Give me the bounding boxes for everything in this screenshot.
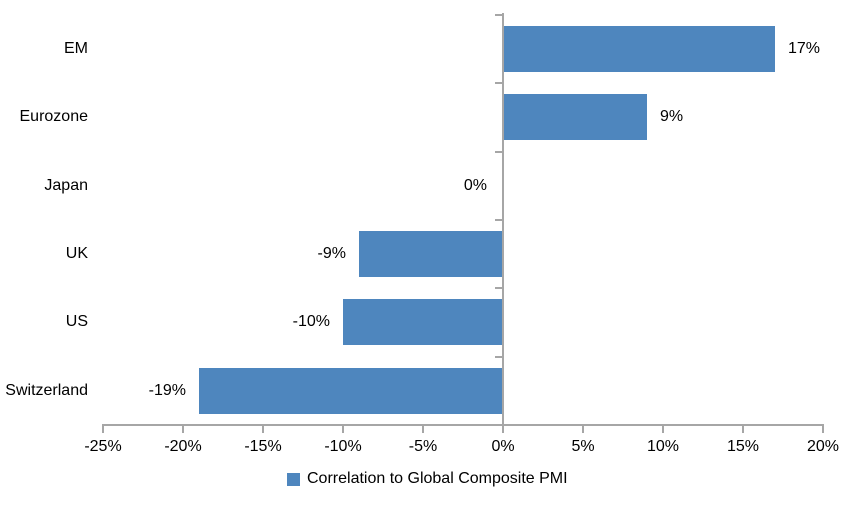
value-axis-tick — [102, 424, 104, 433]
value-axis-tick-label: -5% — [408, 438, 438, 455]
data-label: -19% — [148, 381, 186, 399]
bar — [199, 367, 503, 414]
data-label: 17% — [788, 40, 821, 58]
data-label: -10% — [292, 313, 330, 331]
value-axis-tick — [742, 424, 744, 433]
category-label: Switzerland — [5, 381, 88, 399]
value-axis-tick-label: 5% — [571, 438, 595, 455]
category-label: UK — [65, 245, 88, 263]
category-label: Eurozone — [19, 108, 89, 126]
bar — [343, 299, 503, 346]
category-axis-line — [502, 13, 504, 425]
bar — [359, 231, 503, 278]
bar — [503, 94, 647, 141]
category-label: US — [65, 313, 88, 331]
legend-label: Correlation to Global Composite PMI — [307, 470, 568, 487]
legend-marker — [287, 472, 300, 486]
data-label: 0% — [463, 176, 487, 194]
value-axis-tick-label: -10% — [324, 438, 362, 455]
value-axis-line — [103, 424, 823, 426]
value-axis-tick-label: -25% — [84, 438, 122, 455]
value-axis-tick — [182, 424, 184, 433]
category-axis-tick — [495, 150, 502, 153]
data-label: -9% — [317, 245, 346, 263]
category-axis-tick — [495, 218, 502, 221]
value-axis-tick-label: 15% — [726, 438, 760, 455]
category-axis-tick — [495, 287, 502, 290]
category-label: EM — [64, 40, 88, 58]
value-axis-tick-label: -15% — [244, 438, 282, 455]
value-axis-tick — [662, 424, 664, 433]
value-axis-tick-label: 10% — [646, 438, 680, 455]
value-axis-tick — [502, 424, 504, 433]
value-axis-tick — [342, 424, 344, 433]
data-label: 9% — [660, 108, 684, 126]
value-axis-tick-label: 20% — [806, 438, 840, 455]
value-axis-tick-label: -20% — [164, 438, 202, 455]
value-axis-tick — [422, 424, 424, 433]
value-axis-tick — [262, 424, 264, 433]
bar — [503, 26, 775, 73]
category-label: Japan — [44, 176, 88, 194]
value-axis-tick — [822, 424, 824, 433]
category-axis-tick — [495, 14, 502, 16]
category-axis-tick — [495, 355, 502, 358]
value-axis-tick-label: 0% — [491, 438, 515, 455]
value-axis-tick — [582, 424, 584, 433]
chart-legend: Correlation to Global Composite PMI — [287, 470, 568, 488]
category-axis-tick — [495, 82, 502, 85]
